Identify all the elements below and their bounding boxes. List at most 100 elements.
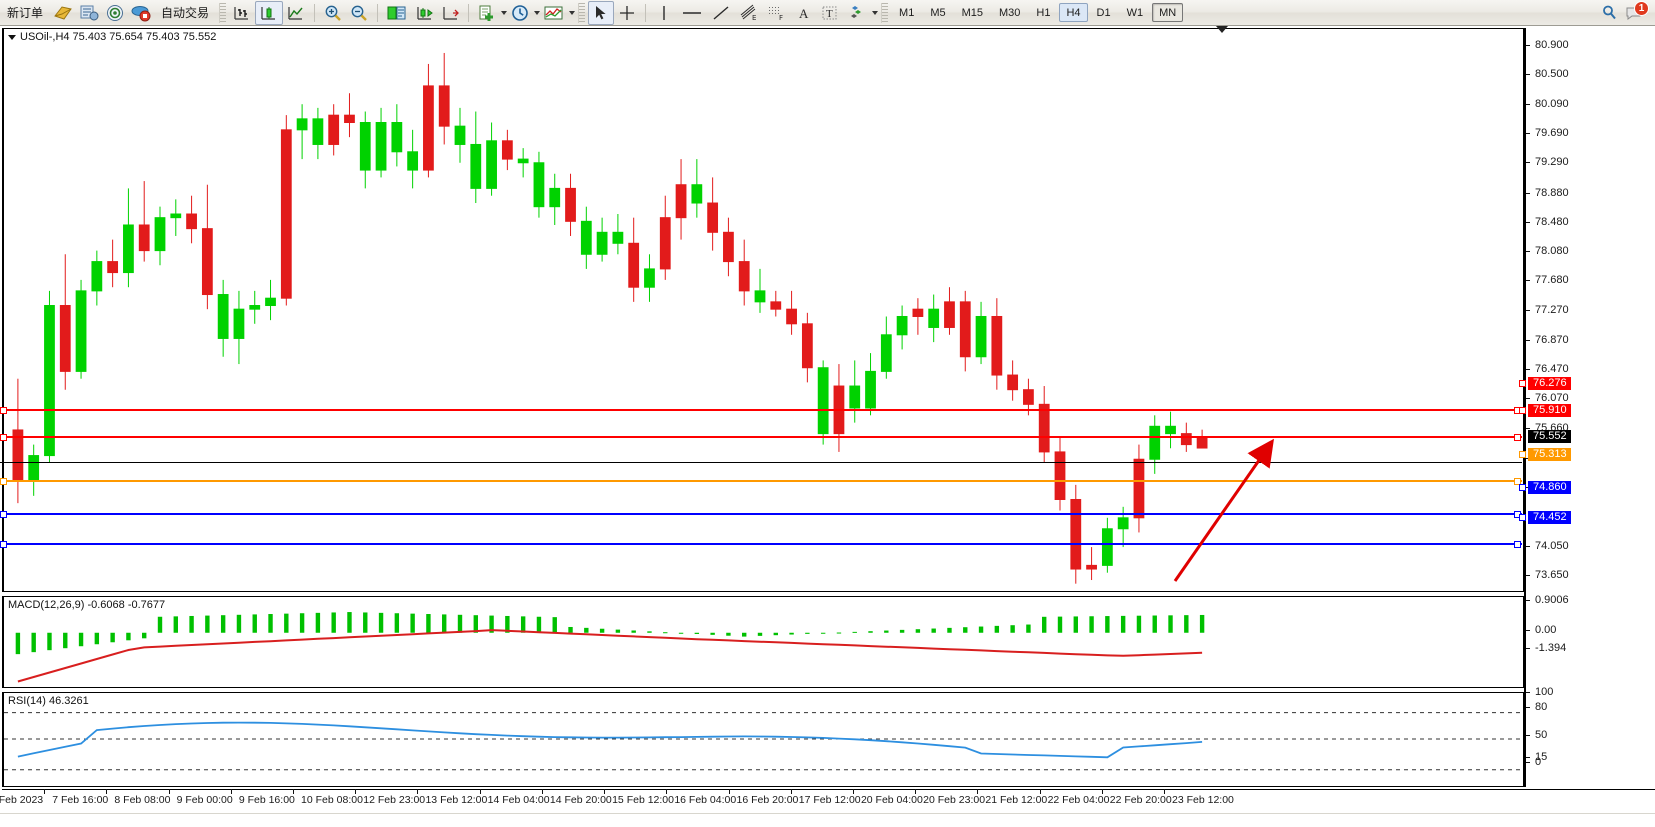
macd-pane[interactable]: MACD(12,26,9) -0.6068 -0.7677 [2,596,1524,688]
svg-text:A: A [799,6,809,21]
indicators-icon[interactable] [540,1,568,25]
chevron-down-icon[interactable] [534,10,541,15]
timeframe-m5[interactable]: M5 [930,6,946,19]
auto-trading-label: 自动交易 [161,6,210,20]
level-anchor[interactable] [0,510,7,518]
time-tick: 23 Feb 12:00 [1164,789,1234,806]
level-anchor[interactable] [0,407,7,415]
zoom-in-icon[interactable] [320,1,346,25]
label-icon[interactable]: T [817,1,843,25]
chevron-down-icon[interactable] [501,10,508,15]
price-level-line-resistance[interactable] [0,433,1522,441]
objects-icon[interactable] [843,1,871,25]
level-anchor[interactable] [0,433,7,441]
rsi-series [4,712,1523,771]
price-level-label-pivot[interactable]: 75.313 [1519,447,1571,461]
level-label-knob[interactable] [1519,406,1526,414]
price-level-line-pivot[interactable] [0,477,1522,485]
timeframe-d1[interactable]: D1 [1096,6,1111,19]
line-chart-icon[interactable] [283,1,309,25]
new-order-button[interactable]: 新订单 [0,1,50,25]
price-level-line-current[interactable] [0,462,1522,464]
price-level-line-resistance[interactable] [0,407,1522,415]
terminal-icon[interactable] [76,1,102,25]
price-level-line-support[interactable] [0,540,1522,548]
level-anchor[interactable] [0,540,7,548]
fibonacci-icon[interactable]: E [735,1,763,25]
vline-icon[interactable] [651,1,677,25]
zoom-out-icon[interactable] [346,1,372,25]
chart-shift-icon[interactable] [411,1,437,25]
level-anchor[interactable] [1514,540,1521,548]
price-tick: 80.090 [1526,98,1569,110]
price-tick: 78.880 [1526,187,1569,199]
toolbar-separator [578,2,586,23]
time-tick: 22 Feb 04:00 [1039,789,1110,806]
auto-scroll-icon[interactable] [437,1,463,25]
chevron-down-icon[interactable] [872,10,879,15]
macd-label: MACD(12,26,9) -0.6068 -0.7677 [8,599,166,611]
text-icon[interactable]: A [791,1,817,25]
trendline-icon[interactable] [707,1,735,25]
symbol-label: USOil-,H4 75.403 75.654 75.403 75.552 [8,31,216,43]
period-icon[interactable] [507,1,533,25]
price-plot [4,29,1523,591]
autotrading-icon[interactable] [128,1,154,25]
timeframe-h4[interactable]: H4 [1059,3,1088,22]
level-label-knob[interactable] [1519,450,1526,458]
channel-icon[interactable]: F [763,1,791,25]
price-level-label-support[interactable]: 74.860 [1519,480,1571,494]
auto-trading-button[interactable]: 自动交易 [154,1,216,25]
profile-icon[interactable] [50,1,76,25]
hline-icon[interactable] [677,1,707,25]
macd-series [15,612,1205,683]
price-candles [12,52,1208,584]
price-level-label-support[interactable]: 74.452 [1519,510,1571,524]
price-axis[interactable]: 80.900 80.500 80.090 79.690 79.290 78.880 78.4… [1519,28,1655,787]
crosshair-icon[interactable] [614,1,640,25]
time-tick: 15 Feb 12:00 [604,789,674,806]
toolbar-separator [881,2,889,23]
price-level-label-resistance[interactable]: 76.276 [1519,377,1571,391]
data-window-icon[interactable] [383,1,411,25]
rsi-pane[interactable]: RSI(14) 46.3261 [2,692,1524,787]
level-anchor[interactable] [0,477,7,485]
price-tick: 80.900 [1526,39,1569,51]
timeframe-m15[interactable]: M15 [961,6,983,19]
time-tick: 14 Feb 04:00 [479,789,550,806]
rsi-tick: 80 [1526,701,1547,713]
level-anchor[interactable] [1514,433,1521,441]
search-icon[interactable] [1597,1,1623,25]
timeframe-w1[interactable]: W1 [1126,6,1144,19]
level-anchor[interactable] [1514,477,1521,485]
chevron-down-icon[interactable] [8,34,16,40]
time-tick: 17 Feb 12:00 [790,789,861,806]
bar-chart-icon[interactable] [229,1,255,25]
rsi-tick: 15 [1526,751,1547,763]
price-tick: 73.650 [1526,569,1569,581]
level-label-knob[interactable] [1519,483,1526,491]
level-label-knob[interactable] [1519,513,1526,521]
alerts-icon[interactable]: 1 [1623,0,1649,24]
price-tick: 76.070 [1526,392,1569,404]
chart-area[interactable]: USOil-,H4 75.403 75.654 75.403 75.552 MA… [0,26,1655,827]
rsi-plot [4,693,1523,786]
level-label-knob[interactable] [1519,380,1526,388]
price-pane[interactable]: USOil-,H4 75.403 75.654 75.403 75.552 [2,28,1524,592]
price-level-line-support[interactable] [0,510,1522,518]
template-icon[interactable] [474,1,500,25]
price-level-label-resistance[interactable]: 75.910 [1519,403,1571,417]
timeframe-m1[interactable]: M1 [899,6,915,19]
cursor-icon[interactable] [588,0,615,25]
rsi-tick: 0 [1526,756,1541,768]
signals-icon[interactable] [102,1,128,25]
price-level-label-current[interactable]: 75.552 [1528,430,1571,444]
timeframe-m30[interactable]: M30 [999,6,1021,19]
chevron-down-icon[interactable] [569,10,576,15]
timeframe-mn[interactable]: MN [1152,3,1184,22]
chart-scroll-marker[interactable] [1216,26,1228,33]
timeframe-h1[interactable]: H1 [1036,6,1051,19]
time-tick: 14 Feb 20:00 [541,789,612,806]
candlestick-icon[interactable] [255,0,284,25]
